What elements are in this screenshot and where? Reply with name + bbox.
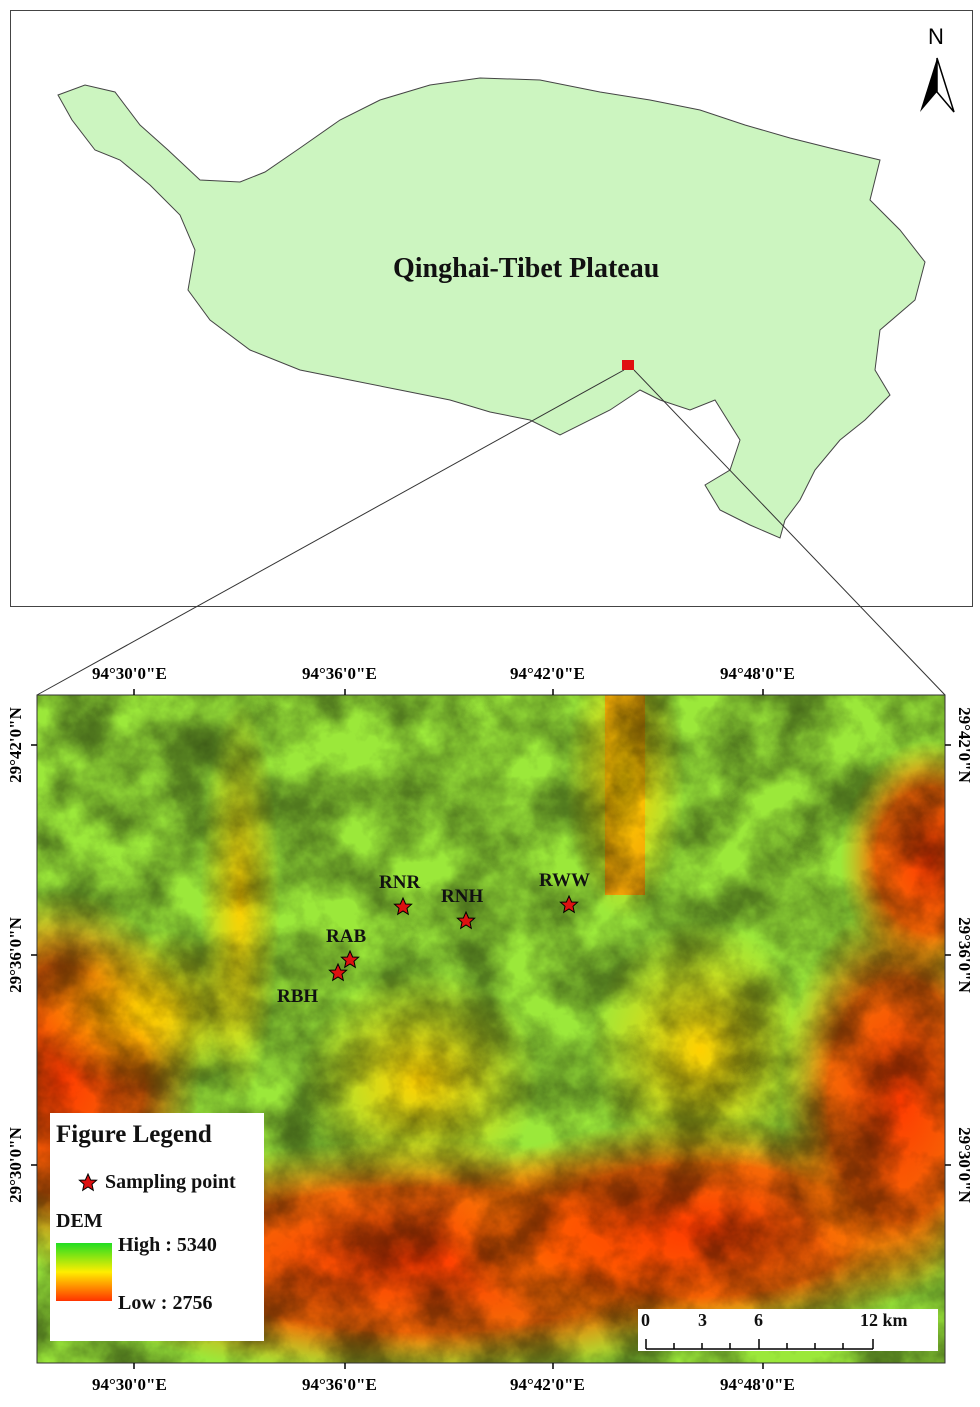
region-label: Qinghai-Tibet Plateau (393, 253, 660, 284)
plateau-region (57, 77, 926, 539)
north-arrow-icon (920, 57, 955, 113)
legend-sampling-label: Sampling point (105, 1171, 236, 1193)
latitude-label-left: 29°42'0"N (6, 707, 25, 783)
longitude-label-bottom: 94°48'0"E (720, 1375, 795, 1394)
scale-label: 0 (641, 1310, 650, 1330)
study-area-marker (622, 360, 634, 370)
longitude-label-bottom: 94°42'0"E (510, 1375, 585, 1394)
legend-low-label: Low : 2756 (118, 1292, 213, 1314)
scale-label: 3 (698, 1310, 707, 1330)
longitude-label-top: 94°48'0"E (720, 664, 795, 683)
point-label-rnh: RNH (441, 886, 484, 907)
sampling-point-markers (328, 894, 579, 982)
star-icon (78, 1173, 98, 1192)
scale-ticks (645, 1339, 874, 1350)
longitude-label-top: 94°36'0"E (302, 664, 377, 683)
scale-label: 12 km (860, 1310, 908, 1330)
longitude-label-top: 94°30'0"E (92, 664, 167, 683)
scale-label: 6 (754, 1310, 763, 1330)
connector-line-right (633, 369, 946, 696)
north-label: N (928, 24, 944, 49)
star-icon-rww (559, 894, 579, 914)
point-label-rww: RWW (539, 870, 591, 891)
star-icon-rnr (393, 896, 413, 916)
point-label-rab: RAB (326, 926, 367, 947)
legend-dem-title: DEM (56, 1210, 103, 1232)
latitude-label-right: 29°30'0"N (955, 1127, 974, 1203)
point-label-rnr: RNR (379, 872, 421, 893)
connector-line-left (36, 369, 625, 696)
latitude-label-left: 29°36'0"N (6, 917, 25, 993)
star-icon-rnh (456, 910, 476, 930)
legend-title: Figure Legend (56, 1121, 212, 1148)
star-icon-rbh (328, 962, 348, 982)
figure-legend: Figure Legend Sampling point DEM High : … (50, 1113, 264, 1341)
latitude-label-right: 29°42'0"N (955, 707, 974, 783)
legend-high-label: High : 5340 (118, 1234, 217, 1256)
scale-bar: 0 3 6 12 km (638, 1309, 938, 1351)
star-icon-rab (340, 949, 360, 969)
longitude-label-bottom: 94°30'0"E (92, 1375, 167, 1394)
point-label-rbh: RBH (277, 986, 319, 1007)
graticule-ticks (31, 689, 951, 1369)
latitude-label-right: 29°36'0"N (955, 917, 974, 993)
overview-map (10, 10, 973, 607)
longitude-label-bottom: 94°36'0"E (302, 1375, 377, 1394)
latitude-label-left: 29°30'0"N (6, 1127, 25, 1203)
longitude-label-top: 94°42'0"E (510, 664, 585, 683)
dem-color-ramp (56, 1243, 112, 1301)
